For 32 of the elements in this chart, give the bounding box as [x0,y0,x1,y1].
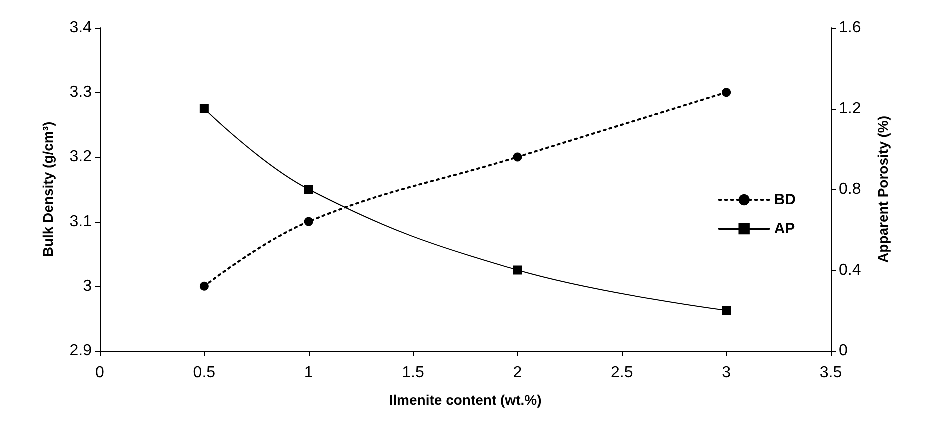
legend-label: BD [774,192,796,208]
x-tick-label: 1 [304,364,314,382]
point [304,217,314,226]
point [304,185,314,194]
y-axis-title: Bulk Density (g/cm³) [40,122,56,258]
y2-tick-label: 0 [839,342,848,360]
y-tick-label: 2.9 [70,342,92,360]
point [200,282,209,291]
x-tick-label: 2 [513,364,522,382]
point [722,88,732,98]
legend-label: AP [774,220,796,238]
y-tick-label: 3.1 [70,213,92,230]
y-tick-label: 3 [83,278,92,295]
y-tick-label: 3.2 [70,148,92,166]
y2-tick-label: 0.8 [839,181,862,198]
x-axis-title: Ilmenite content (wt.%) [389,392,542,408]
x-tick-label: 0 [96,364,105,382]
x-tick-label: 3 [722,364,732,382]
point [722,306,732,316]
y-tick-label: 3.3 [70,84,92,102]
point [513,152,522,162]
x-tick-label: 0.5 [193,364,216,382]
y2-tick-label: 1.2 [839,100,862,118]
y2-tick-label: 0.4 [839,262,862,279]
point [200,104,209,114]
point [513,266,522,275]
y2-axis-title: Apparent Porosity (%) [875,116,891,264]
x-tick-label: 1.5 [402,364,425,382]
x-tick-label: 3.5 [820,364,842,382]
x-tick-label: 2.5 [611,364,634,382]
y-tick-label: 3.4 [70,20,92,36]
y2-tick-label: 1.6 [839,20,862,36]
